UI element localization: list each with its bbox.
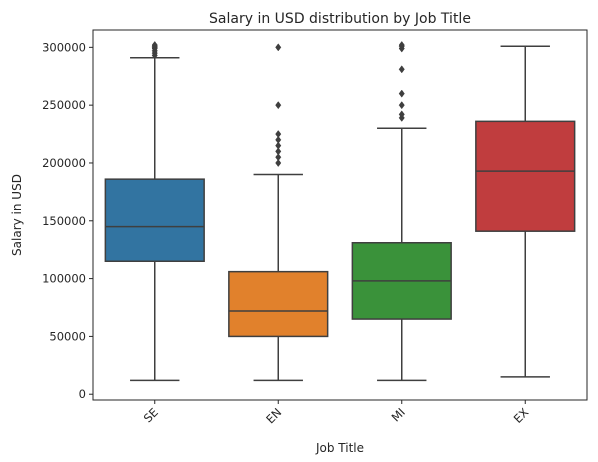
x-tick-label: MI bbox=[389, 405, 408, 424]
x-axis: SE EN MI EX bbox=[141, 400, 532, 426]
outlier-point bbox=[399, 102, 404, 109]
iqr-box bbox=[476, 121, 575, 231]
x-axis-label: Job Title bbox=[315, 441, 364, 455]
box-group-ex bbox=[476, 46, 575, 377]
x-tick-label: EN bbox=[263, 405, 284, 426]
x-tick-label: EX bbox=[511, 405, 532, 426]
iqr-box bbox=[229, 272, 328, 337]
outlier-point bbox=[276, 102, 281, 109]
box-group-en bbox=[229, 44, 328, 381]
y-tick-label: 300000 bbox=[42, 40, 86, 54]
y-tick-label: 0 bbox=[79, 387, 86, 401]
y-tick-label: 50000 bbox=[49, 329, 86, 343]
outlier-point bbox=[276, 44, 281, 51]
outlier-point bbox=[276, 130, 281, 137]
box-group-se bbox=[105, 41, 204, 380]
x-tick-label: SE bbox=[141, 405, 161, 425]
boxes-layer bbox=[105, 41, 574, 380]
iqr-box bbox=[105, 179, 204, 261]
chart-title: Salary in USD distribution by Job Title bbox=[209, 11, 471, 27]
y-tick-label: 250000 bbox=[42, 98, 86, 112]
y-axis: 0 50000 100000 150000 200000 250000 300000 bbox=[42, 40, 93, 401]
outlier-point bbox=[399, 66, 404, 73]
y-axis-label: Salary in USD bbox=[10, 174, 24, 256]
y-tick-label: 150000 bbox=[42, 214, 86, 228]
outlier-point bbox=[399, 90, 404, 97]
y-tick-label: 200000 bbox=[42, 156, 86, 170]
y-tick-label: 100000 bbox=[42, 272, 86, 286]
box-group-mi bbox=[352, 41, 451, 380]
